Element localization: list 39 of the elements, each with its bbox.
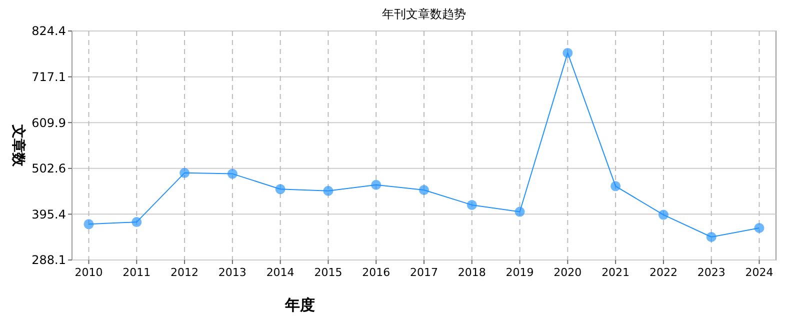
x-axis-title: 年度 (284, 296, 315, 314)
x-tick-label: 2016 (362, 266, 390, 279)
y-tick-label: 502.6 (32, 162, 66, 176)
point (610, 181, 621, 192)
y-tick-label: 609.9 (32, 116, 66, 130)
x-tick-label: 2014 (266, 266, 294, 279)
point (706, 232, 716, 242)
point (419, 185, 429, 196)
point (275, 184, 286, 194)
y-tick-label: 395.4 (32, 207, 66, 222)
point (132, 217, 142, 228)
x-tick-label: 2011 (122, 266, 151, 279)
x-tick-label: 2013 (218, 266, 246, 279)
y-tick-label: 824.4 (32, 24, 66, 38)
x-tick-label: 2018 (458, 266, 486, 279)
point (323, 186, 334, 196)
x-tick-label: 2010 (74, 266, 103, 279)
y-axis-title: 文章数 (10, 124, 27, 168)
point (371, 180, 382, 190)
x-tick-label: 2017 (410, 266, 438, 279)
chart-title: 年刊文章数趋势 (382, 7, 466, 21)
x-tick-label: 2023 (697, 266, 726, 279)
x-tick-label: 2024 (745, 266, 774, 279)
point (754, 223, 764, 234)
x-tick-label: 2019 (506, 266, 534, 279)
y-tick-label: 717.1 (32, 70, 66, 84)
x-tick-label: 2021 (602, 266, 630, 279)
point (562, 48, 573, 58)
x-tick-label: 2022 (649, 266, 678, 279)
y-tick-label: 288.1 (32, 253, 66, 268)
point (658, 210, 668, 220)
point (227, 168, 238, 179)
point (514, 206, 525, 217)
point (180, 168, 190, 178)
point (84, 219, 94, 230)
point (466, 200, 477, 210)
x-tick-label: 2015 (314, 266, 342, 279)
x-tick-label: 2020 (554, 266, 582, 279)
x-tick-label: 2012 (170, 266, 199, 279)
